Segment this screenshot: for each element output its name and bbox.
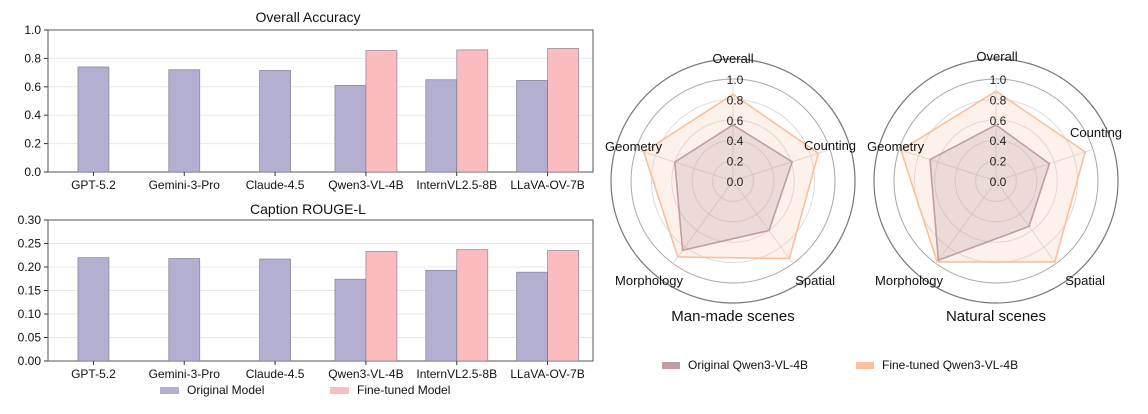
bar-original-model-llava-ov-7b [516, 271, 548, 362]
radar-axis-label-overall: Overall [976, 49, 1017, 64]
x-tick-label: Gemini-3-Pro [149, 178, 221, 192]
bar-original-model-llava-ov-7b [516, 80, 548, 173]
man-made-scenes-title: Man-made scenes [671, 308, 794, 325]
natural-scenes-title: Natural scenes [946, 308, 1046, 325]
y-tick-label: 0.00 [18, 354, 42, 368]
radar-r-tick-label: 1.0 [990, 73, 1007, 87]
legend-label-fine-tuned-model: Fine-tuned Model [357, 383, 450, 397]
bar-original-model-internvl2-5-8b [425, 269, 458, 362]
legend-label-fine-tuned-qwen3-vl-4b: Fine-tuned Qwen3-VL-4B [882, 358, 1018, 372]
bar-original-model-qwen3-vl-4b [334, 278, 367, 362]
y-tick-label: 1.0 [24, 23, 41, 37]
overall-accuracy-title: Overall Accuracy [255, 9, 360, 25]
x-tick-label: Claude-4.5 [246, 367, 305, 381]
y-tick-label: 0.6 [24, 80, 41, 94]
bar-fine-tuned-model-internvl2-5-8b [456, 49, 489, 173]
radar-axis-label-spatial: Spatial [795, 273, 835, 288]
x-tick-label: Gemini-3-Pro [149, 367, 221, 381]
bar-fine-tuned-model-qwen3-vl-4b [365, 251, 398, 362]
y-tick-label: 0.2 [24, 137, 41, 151]
y-tick-label: 0.0 [24, 165, 41, 179]
bar-original-model-gpt-5-2 [77, 257, 110, 362]
overall-accuracy-chart: Overall Accuracy 0.0 0.2 0.4 0.6 0.8 1.0 GPT-5… [24, 9, 594, 192]
radar-spoke [732, 149, 831, 182]
x-tick-label: LLaVA-OV-7B [510, 367, 584, 381]
radar-r-tick-label: 0.0 [727, 175, 744, 189]
radar-area-original-qwen3-vl-4b [929, 123, 1051, 262]
bar-original-model-internvl2-5-8b [425, 79, 458, 173]
radar-spoke [732, 180, 794, 264]
bar-original-model-claude-4-5 [259, 70, 291, 173]
radar-r-tick-label: 0.2 [990, 155, 1007, 169]
radar-r-tick-label: 0.0 [990, 175, 1007, 189]
y-tick-label: 0.25 [18, 237, 42, 251]
radar-area-original-qwen3-vl-4b [673, 123, 794, 252]
x-tick-label: Claude-4.5 [246, 178, 305, 192]
radar-r-tick-label: 0.8 [990, 93, 1007, 107]
y-tick-label: 0.20 [18, 260, 42, 274]
radar-r-tick-label: 0.4 [727, 134, 744, 148]
x-tick-label: InternVL2.5-8B [416, 367, 497, 381]
x-tick-label: Qwen3-VL-4B [328, 367, 403, 381]
radar-r-tick-label: 1.0 [727, 73, 744, 87]
x-tick-label: GPT-5.2 [71, 367, 116, 381]
radar-axis-label-overall: Overall [712, 51, 753, 66]
bar-original-model-claude-4-5 [259, 258, 291, 362]
y-tick-label: 0.15 [18, 284, 42, 298]
bar-fine-tuned-model-internvl2-5-8b [456, 249, 489, 362]
radar-spoke [898, 149, 997, 182]
legend-swatch-fine-tuned-qwen3-vl-4b [856, 362, 874, 369]
radar-spoke [995, 149, 1094, 182]
radar-axis-label-geometry: Geometry [605, 139, 663, 154]
radar-spoke [935, 180, 997, 264]
radar-axis-label-counting: Counting [804, 138, 856, 153]
x-tick-label: Qwen3-VL-4B [328, 178, 403, 192]
bar-original-model-gemini-3-pro [168, 258, 201, 362]
bar-fine-tuned-model-llava-ov-7b [547, 48, 579, 173]
y-tick-label: 0.8 [24, 51, 41, 65]
radar-r-tick-label: 0.4 [990, 134, 1007, 148]
radar-axis-label-counting: Counting [1070, 125, 1122, 140]
y-tick-label: 0.05 [18, 331, 42, 345]
bar-original-model-gpt-5-2 [77, 66, 110, 173]
legend-swatch-original-qwen3-vl-4b [662, 362, 680, 369]
legend-label-original-model: Original Model [187, 383, 264, 397]
y-tick-label: 0.4 [24, 108, 41, 122]
radar-axis-label-morphology: Morphology [615, 273, 683, 288]
legend-swatch-fine-tuned-model [330, 387, 349, 394]
x-tick-label: InternVL2.5-8B [416, 178, 497, 192]
x-tick-label: GPT-5.2 [71, 178, 116, 192]
radar-r-tick-label: 0.6 [727, 114, 744, 128]
radar-area-fine-tuned-qwen3-vl-4b [642, 93, 820, 260]
natural-radar: Natural scenes 0.0 0.2 0.4 0.6 0.8 1.0 Overall… [867, 49, 1122, 325]
y-tick-label: 0.10 [18, 307, 42, 321]
radar-axis-label-morphology: Morphology [875, 273, 943, 288]
radar-legend: Original Qwen3-VL-4B Fine-tuned Qwen3-VL-… [662, 358, 1018, 372]
plot-frame [47, 29, 594, 173]
x-tick-label: LLaVA-OV-7B [510, 178, 584, 192]
radar-spoke [995, 180, 1057, 264]
radar-r-tick-label: 0.6 [990, 114, 1007, 128]
bar-legend: Original Model Fine-tuned Model [160, 383, 450, 397]
man-made-radar: Man-made scenes 0.0 0.2 0.4 0.6 0.8 1.0 Overal… [605, 51, 856, 325]
radar-r-tick-label: 0.8 [727, 93, 744, 107]
radar-area-fine-tuned-qwen3-vl-4b [899, 90, 1087, 263]
legend-swatch-original-model [160, 387, 179, 394]
radar-axis-label-geometry: Geometry [867, 139, 925, 154]
radar-outer-ring [873, 58, 1119, 304]
bar-original-model-gemini-3-pro [168, 69, 201, 173]
radar-outer-ring [610, 58, 856, 304]
bar-fine-tuned-model-qwen3-vl-4b [365, 50, 398, 173]
caption-rouge-chart: Caption ROUGE-L 0.00 0.05 0.10 0.15 0.20 0.25… [18, 201, 594, 381]
radar-r-tick-label: 0.2 [727, 155, 744, 169]
legend-label-original-qwen3-vl-4b: Original Qwen3-VL-4B [688, 358, 808, 372]
y-tick-label: 0.30 [18, 213, 42, 227]
radar-axis-label-spatial: Spatial [1065, 273, 1105, 288]
bar-fine-tuned-model-llava-ov-7b [547, 250, 579, 362]
bar-original-model-qwen3-vl-4b [334, 84, 367, 173]
plot-frame [47, 219, 594, 362]
caption-rouge-title: Caption ROUGE-L [250, 201, 366, 217]
radar-spoke [635, 149, 734, 182]
